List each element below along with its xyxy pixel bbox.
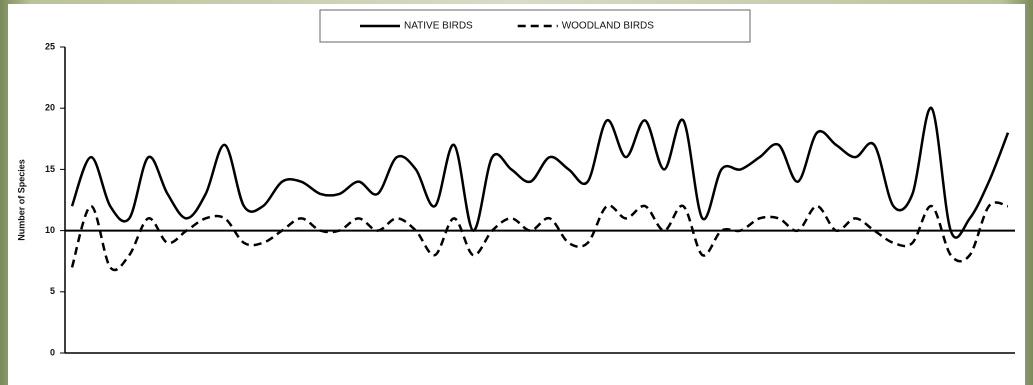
chart-background: [8, 4, 1025, 385]
chart: Number of Species 0 5 10 15 20 25 NATIVE BIRDS…: [0, 0, 1033, 385]
y-tick-label: 0: [50, 347, 55, 357]
legend-label: WOODLAND BIRDS: [562, 21, 655, 32]
y-tick-label: 10: [45, 225, 55, 235]
y-tick-label: 20: [45, 103, 55, 113]
y-axis-label: Number of Species: [16, 159, 26, 241]
y-tick-label: 15: [45, 164, 55, 174]
legend-label: NATIVE BIRDS: [404, 21, 473, 32]
y-tick-label: 5: [50, 286, 55, 296]
y-tick-label: 25: [45, 41, 55, 51]
